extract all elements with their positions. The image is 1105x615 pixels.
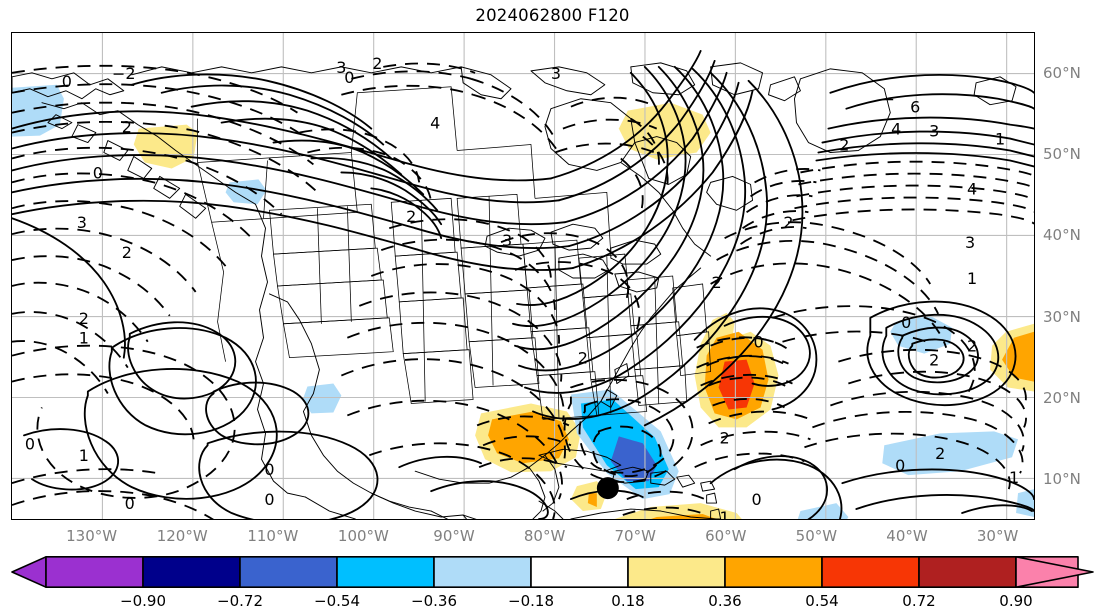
colorbar-tick-1: −0.72 [217, 592, 263, 610]
svg-text:2: 2 [967, 337, 977, 356]
svg-text:0: 0 [753, 333, 763, 352]
lat-label-40n: 40°N [1043, 226, 1081, 245]
svg-text:0: 0 [264, 460, 274, 479]
svg-text:2: 2 [578, 349, 588, 368]
lat-label-60n: 60°N [1043, 63, 1081, 82]
positive-contour-layer [12, 50, 1034, 519]
svg-text:2: 2 [720, 428, 730, 447]
svg-text:1: 1 [79, 446, 89, 465]
svg-text:0: 0 [344, 68, 354, 87]
lon-label-130w: 130°W [66, 527, 118, 545]
colorbar-tick-5: 0.18 [611, 592, 645, 610]
lon-label-100w: 100°W [337, 527, 389, 545]
svg-text:3: 3 [965, 233, 975, 252]
lon-label-110w: 110°W [247, 527, 299, 545]
svg-text:0: 0 [93, 163, 103, 182]
svg-text:3: 3 [551, 64, 561, 83]
svg-text:−: − [882, 90, 895, 109]
svg-text:3: 3 [502, 231, 512, 250]
svg-text:6: 6 [910, 98, 920, 117]
map-canvas: 0 −2 3 2 0 3 2 4 6 − 4 3 2 1 0 4 3 [12, 33, 1034, 519]
lon-label-60w: 60°W [705, 527, 747, 545]
colorbar: −0.90 −0.72 −0.54 −0.36 −0.18 0.18 0.36 … [0, 556, 1105, 615]
svg-text:3: 3 [929, 122, 939, 141]
svg-text:0: 0 [25, 434, 35, 453]
svg-text:2: 2 [995, 518, 1005, 519]
svg-text:2: 2 [406, 207, 416, 226]
colorbar-tick-0: −0.90 [120, 592, 166, 610]
svg-text:1: 1 [720, 508, 730, 519]
lat-label-20n: 20°N [1043, 389, 1081, 407]
svg-text:0: 0 [62, 72, 72, 91]
lon-label-120w: 120°W [156, 527, 208, 545]
lon-label-80w: 80°W [523, 527, 566, 545]
lon-label-70w: 70°W [614, 527, 656, 545]
lon-label-30w: 30°W [976, 527, 1019, 545]
contour-label-layer: 0 −2 3 2 0 3 2 4 6 − 4 3 2 1 0 4 3 [25, 54, 1019, 519]
lat-label-10n: 10°N [1043, 470, 1081, 489]
svg-text:0: 0 [895, 456, 905, 475]
negative-contour-layer [12, 62, 1034, 519]
svg-text:2: 2 [783, 213, 793, 232]
svg-text:1: 1 [79, 329, 89, 348]
svg-text:3: 3 [77, 213, 87, 232]
svg-text:2: 2 [122, 118, 132, 137]
svg-text:4: 4 [891, 120, 901, 139]
svg-text:1: 1 [967, 269, 977, 288]
svg-text:2: 2 [372, 54, 382, 73]
colorbar-tick-6: 0.36 [708, 592, 742, 610]
svg-text:0: 0 [751, 490, 761, 509]
svg-text:1: 1 [1009, 468, 1019, 487]
figure-title: 2024062800 F120 [475, 6, 630, 25]
svg-text:0: 0 [901, 313, 911, 332]
svg-text:2: 2 [79, 309, 89, 328]
svg-text:0: 0 [125, 494, 135, 513]
storm-center-marker [596, 477, 619, 500]
svg-text:0: 0 [264, 490, 274, 509]
colorbar-tick-2: −0.54 [314, 592, 360, 610]
colorbar-tick-9: 0.90 [999, 592, 1033, 610]
lat-label-30n: 30°N [1043, 307, 1081, 326]
colorbar-swatches [11, 556, 1094, 588]
lon-label-50w: 50°W [795, 527, 838, 545]
svg-text:2: 2 [122, 243, 132, 262]
colorbar-tick-4: −0.18 [508, 592, 554, 610]
svg-text:2: 2 [712, 273, 722, 292]
lon-label-40w: 40°W [886, 527, 928, 545]
colorbar-tick-8: 0.72 [902, 592, 936, 610]
svg-text:2: 2 [929, 351, 939, 370]
svg-text:4: 4 [967, 179, 977, 198]
svg-text:1: 1 [995, 130, 1005, 149]
lon-label-90w: 90°W [433, 527, 475, 545]
colorbar-tick-7: 0.54 [805, 592, 839, 610]
svg-text:2: 2 [839, 136, 849, 155]
svg-text:2: 2 [935, 444, 945, 463]
lat-label-50n: 50°N [1043, 145, 1081, 163]
colorbar-tick-3: −0.36 [411, 592, 457, 610]
svg-text:4: 4 [430, 114, 440, 133]
svg-text:3: 3 [336, 58, 346, 77]
svg-text:−2: −2 [112, 64, 136, 83]
map-plot-area: 0 −2 3 2 0 3 2 4 6 − 4 3 2 1 0 4 3 [11, 32, 1035, 520]
